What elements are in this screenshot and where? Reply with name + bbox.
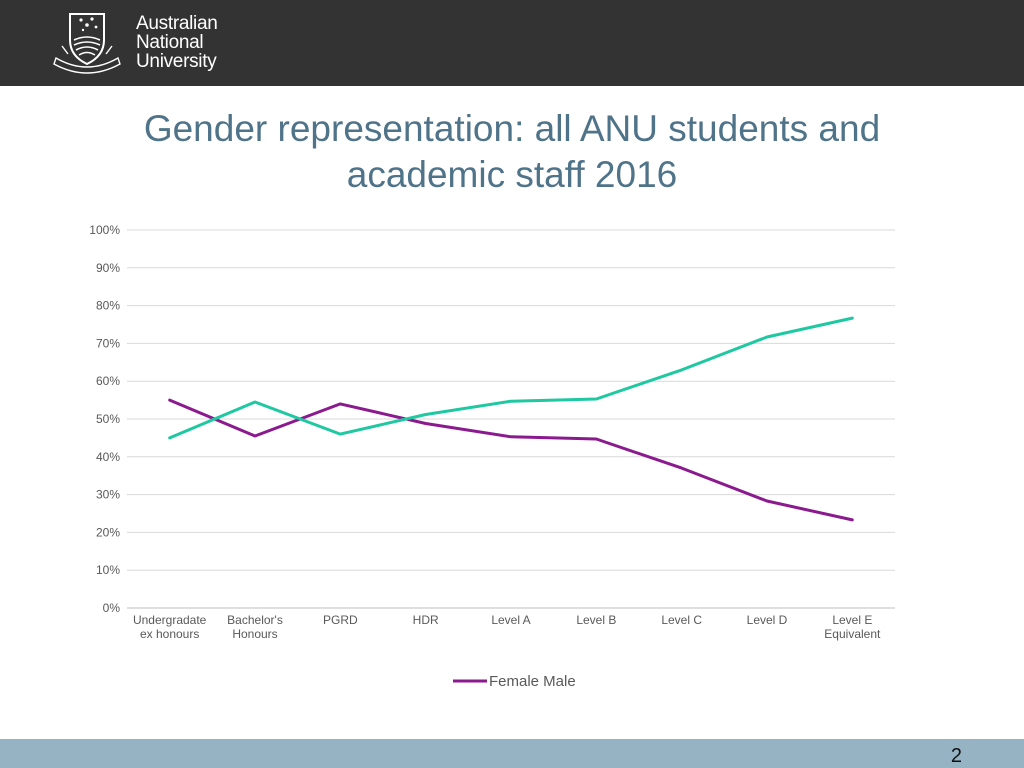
x-tick-label: PGRD (323, 613, 358, 627)
logo-wordmark: Australian National University (136, 14, 218, 71)
line-chart: 0% 10% 20% 30% 40% 50% 60% 70% 80% 90% 100% Undergr… (89, 223, 895, 690)
x-tick-label: Level A (491, 613, 530, 627)
y-tick-label: 10% (96, 563, 120, 577)
x-tick-label: Undergradate ex honours (133, 613, 207, 641)
y-tick-label: 30% (96, 488, 120, 502)
y-tick-label: 40% (96, 450, 120, 464)
anu-crest-icon (53, 13, 121, 74)
series-line-1 (168, 398, 854, 522)
title-line: academic staff 2016 (346, 154, 678, 195)
x-tick-label: Level D (747, 613, 788, 627)
x-tick-label: Level E Equivalent (824, 613, 881, 641)
x-tick-label: Bachelor's Honours (227, 613, 283, 641)
header-bar: Australian National University (0, 0, 1024, 86)
anu-logo[interactable]: Australian National University (52, 10, 232, 76)
y-tick-label: 70% (96, 336, 120, 350)
title-line: Gender representation: all ANU students … (143, 108, 881, 149)
x-tick-label: HDR (413, 613, 439, 627)
page-number: 2 (950, 745, 962, 767)
y-tick-label: 100% (89, 223, 120, 237)
footer-bar: 2 (0, 739, 1024, 768)
x-tick-label: Level B (576, 613, 616, 627)
y-tick-label: 50% (96, 412, 120, 426)
y-tick-label: 20% (96, 525, 120, 539)
series-line-2 (168, 316, 854, 440)
y-tick-label: 90% (96, 261, 120, 275)
x-tick-label: Level C (661, 613, 702, 627)
slide-title: Gender representation: all ANU students … (0, 106, 1024, 198)
logo-line: University (136, 51, 217, 72)
legend-label: Female Male (489, 673, 576, 690)
logo-line: National (136, 32, 204, 53)
y-tick-label: 80% (96, 299, 120, 313)
y-tick-label: 0% (103, 601, 121, 615)
logo-line: Australian (136, 13, 218, 34)
y-tick-label: 60% (96, 374, 120, 388)
